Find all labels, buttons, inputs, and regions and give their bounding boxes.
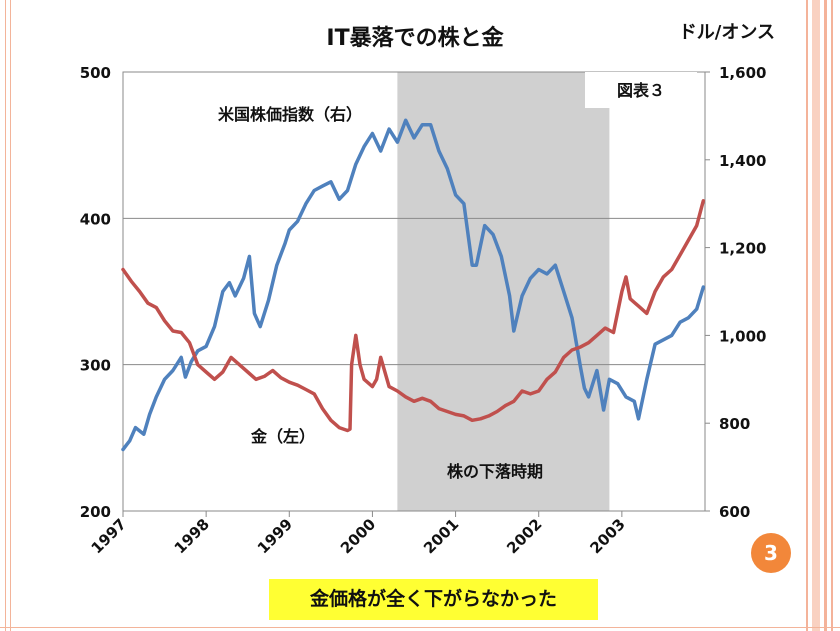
chart-title: IT暴落での株と金 xyxy=(326,25,504,51)
series-line-stock xyxy=(121,118,706,452)
plot-frame xyxy=(122,71,706,512)
left-axis-tick-label: 400 xyxy=(80,210,111,228)
x-axis-tick-label: 1997 xyxy=(88,515,130,557)
x-axis-tick-label: 2001 xyxy=(420,515,462,557)
left-border-line xyxy=(5,0,6,631)
right-axis-tick-label: 1,600 xyxy=(719,64,766,82)
right-border-stripe xyxy=(812,0,820,631)
series-label-gold: 金（左） xyxy=(250,427,315,446)
bottom-border-line xyxy=(0,627,840,628)
figure-label: 図表３ xyxy=(617,81,665,100)
figure-label-box xyxy=(585,72,697,108)
series-line-gold xyxy=(121,199,706,433)
series-label-stock: 米国株価指数（右） xyxy=(218,105,362,124)
x-axis-tick-label: 2002 xyxy=(503,515,545,557)
right-axis-tick-label: 1,000 xyxy=(719,327,766,345)
page-number-badge: 3 xyxy=(751,533,791,573)
caption-banner: 金価格が全く下がらなかった xyxy=(269,579,598,620)
shaded-period-label: 株の下落時期 xyxy=(447,462,543,481)
left-axis-tick-label: 300 xyxy=(80,357,111,375)
shaded-period xyxy=(397,72,610,511)
left-axis-tick-label: 500 xyxy=(80,64,111,82)
right-axis-unit: ドル/オンス xyxy=(679,22,775,43)
x-axis-tick-label: 2003 xyxy=(586,515,628,557)
right-border-stripe xyxy=(831,0,833,631)
x-axis-tick-label: 2000 xyxy=(337,515,379,557)
x-axis-tick-label: 1999 xyxy=(254,515,296,557)
right-axis-tick-label: 1,400 xyxy=(719,152,766,170)
right-axis-tick-label: 600 xyxy=(719,503,750,521)
right-axis-tick-label: 800 xyxy=(719,415,750,433)
right-border-stripe xyxy=(806,0,808,631)
x-axis-tick-label: 1998 xyxy=(171,515,213,557)
left-border-line xyxy=(10,0,11,631)
right-border-stripe xyxy=(824,0,827,631)
left-axis-tick-label: 200 xyxy=(80,503,111,521)
right-axis-tick-label: 1,200 xyxy=(719,240,766,258)
